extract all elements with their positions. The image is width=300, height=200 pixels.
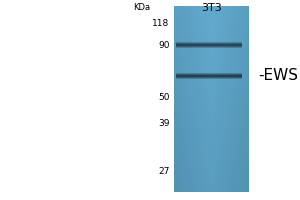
Text: 118: 118	[152, 19, 169, 27]
Text: 3T3: 3T3	[201, 3, 222, 13]
Text: 39: 39	[158, 118, 169, 128]
Text: KDa: KDa	[133, 3, 150, 12]
Text: 90: 90	[158, 40, 169, 49]
Text: 50: 50	[158, 92, 169, 102]
Text: 27: 27	[158, 166, 169, 176]
Text: -EWS: -EWS	[258, 68, 298, 82]
